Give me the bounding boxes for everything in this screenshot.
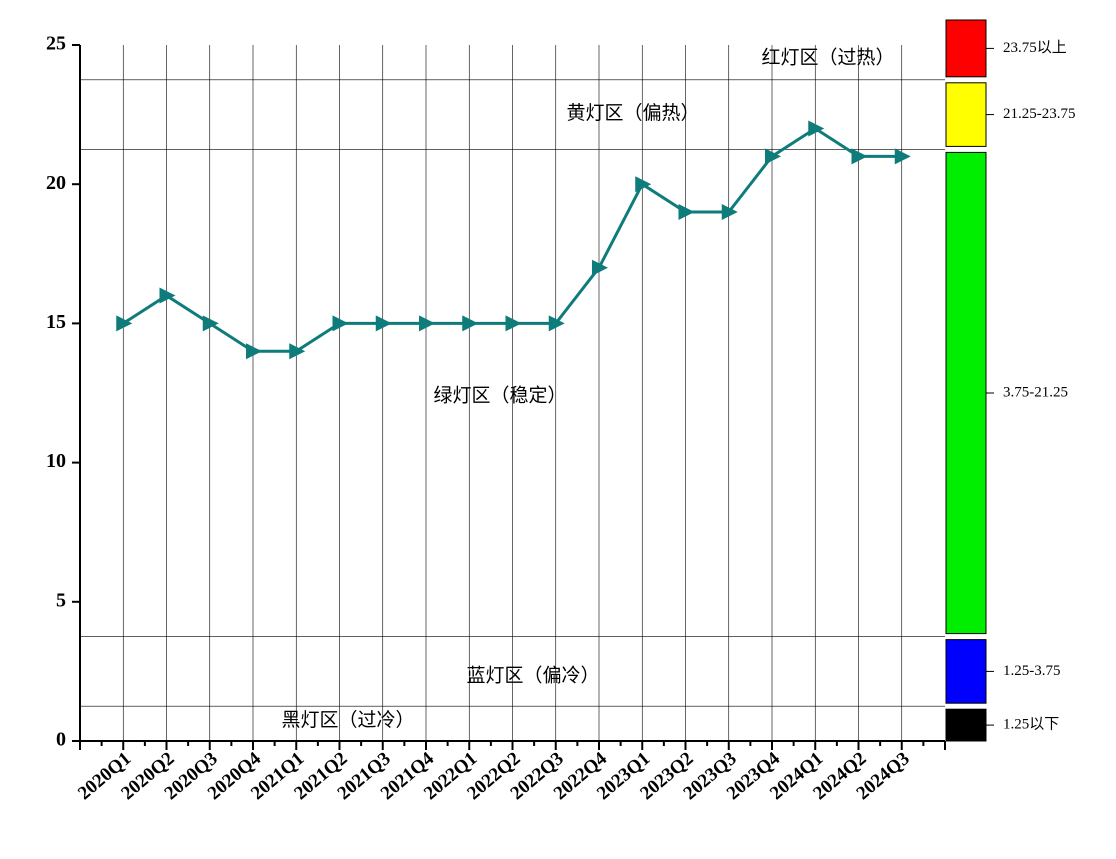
y-tick-label: 5 bbox=[56, 589, 66, 611]
data-marker bbox=[678, 204, 695, 221]
y-tick-label: 10 bbox=[46, 450, 66, 472]
data-marker bbox=[548, 315, 565, 332]
data-marker bbox=[289, 343, 306, 360]
zone-bar bbox=[945, 708, 987, 742]
zone-bar bbox=[945, 639, 987, 704]
zone-label: 绿灯区（稳定） bbox=[433, 385, 566, 407]
data-marker bbox=[116, 315, 133, 332]
data-marker bbox=[202, 315, 219, 332]
data-marker bbox=[462, 315, 479, 332]
zone-label: 蓝灯区（偏冷） bbox=[466, 664, 599, 686]
zone-range-label: 1.25-3.75 bbox=[1003, 663, 1061, 679]
y-tick-label: 15 bbox=[46, 311, 66, 333]
zone-range-label: 21.25-23.75 bbox=[1003, 106, 1076, 122]
data-marker bbox=[808, 120, 825, 137]
zone-range-label: 3.75-21.25 bbox=[1003, 384, 1068, 400]
data-marker bbox=[635, 176, 652, 193]
data-marker bbox=[765, 148, 781, 165]
data-marker bbox=[851, 148, 868, 165]
data-marker bbox=[375, 315, 392, 332]
zone-label: 黄灯区（偏热） bbox=[566, 102, 699, 124]
zone-range-label: 1.25以下 bbox=[1003, 717, 1059, 733]
data-marker bbox=[894, 148, 911, 165]
zone-bar bbox=[945, 19, 987, 78]
zone-bar bbox=[945, 82, 987, 147]
zone-label: 黑灯区（过冷） bbox=[281, 709, 414, 731]
data-marker bbox=[721, 204, 738, 221]
y-tick-label: 25 bbox=[46, 33, 66, 55]
y-tick-label: 0 bbox=[56, 729, 66, 751]
data-marker bbox=[505, 315, 522, 332]
data-marker bbox=[592, 259, 608, 276]
data-marker bbox=[246, 343, 262, 360]
y-tick-label: 20 bbox=[46, 172, 66, 194]
zone-label: 红灯区（过热） bbox=[761, 46, 894, 68]
data-marker bbox=[419, 315, 435, 332]
zone-range-label: 23.75以上 bbox=[1003, 39, 1067, 56]
data-marker bbox=[159, 287, 176, 304]
data-marker bbox=[332, 315, 349, 332]
zone-bar bbox=[945, 151, 987, 635]
